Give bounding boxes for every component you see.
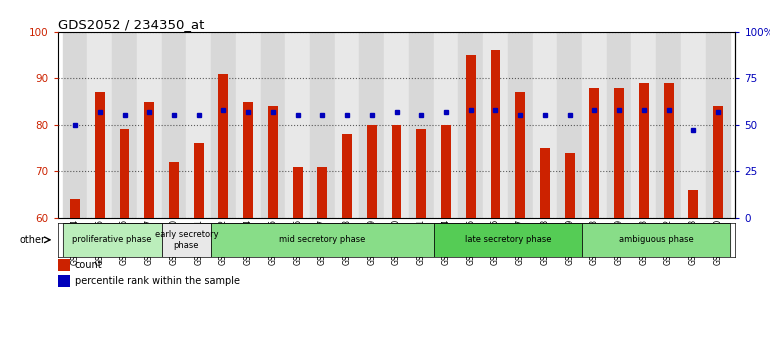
Bar	[564, 153, 574, 218]
Bar	[582, 32, 607, 218]
Bar	[681, 32, 705, 218]
Bar	[144, 102, 154, 218]
Bar	[392, 125, 401, 218]
Bar	[417, 130, 427, 218]
Bar	[137, 32, 162, 218]
Text: ambiguous phase: ambiguous phase	[619, 235, 694, 244]
Bar	[194, 143, 203, 218]
Bar	[62, 223, 88, 257]
Bar	[310, 223, 335, 257]
Bar	[434, 223, 582, 257]
Bar	[162, 223, 186, 257]
Bar	[236, 223, 260, 257]
Bar	[590, 87, 599, 218]
Text: other: other	[19, 235, 45, 245]
Text: mid secretory phase: mid secretory phase	[280, 235, 366, 244]
Bar	[285, 223, 310, 257]
Bar	[162, 223, 211, 257]
Bar	[490, 50, 500, 218]
Bar	[310, 32, 335, 218]
Text: count: count	[75, 260, 102, 270]
Bar	[705, 223, 731, 257]
Bar	[614, 87, 624, 218]
Bar	[434, 223, 458, 257]
Bar	[293, 167, 303, 218]
Bar	[409, 223, 434, 257]
Bar	[236, 32, 260, 218]
Bar	[713, 106, 723, 218]
Bar	[441, 125, 451, 218]
Bar	[360, 32, 384, 218]
Bar	[211, 223, 434, 257]
Bar	[137, 223, 162, 257]
Bar	[631, 32, 656, 218]
Bar	[335, 32, 360, 218]
Bar	[186, 223, 211, 257]
Bar	[360, 223, 384, 257]
Bar	[557, 223, 582, 257]
Text: early secretory
phase: early secretory phase	[155, 230, 218, 250]
Bar	[681, 223, 705, 257]
Bar	[582, 223, 731, 257]
Bar	[483, 223, 508, 257]
Bar	[317, 167, 327, 218]
Bar	[119, 130, 129, 218]
Bar	[58, 275, 70, 287]
Bar	[409, 32, 434, 218]
Bar	[186, 32, 211, 218]
Bar	[533, 32, 557, 218]
Text: percentile rank within the sample: percentile rank within the sample	[75, 276, 239, 286]
Bar	[607, 32, 631, 218]
Bar	[88, 223, 112, 257]
Bar	[112, 32, 137, 218]
Bar	[466, 55, 476, 218]
Bar	[434, 32, 458, 218]
Bar	[483, 32, 508, 218]
Bar	[607, 223, 631, 257]
Bar	[533, 223, 557, 257]
Bar	[557, 32, 582, 218]
Bar	[367, 125, 377, 218]
Bar	[285, 32, 310, 218]
Bar	[211, 32, 236, 218]
Bar	[458, 223, 483, 257]
Bar	[62, 223, 162, 257]
Bar	[62, 32, 88, 218]
Bar	[169, 162, 179, 218]
Bar	[95, 92, 105, 218]
Bar	[88, 32, 112, 218]
Bar	[335, 223, 360, 257]
Bar	[70, 199, 80, 218]
Bar	[515, 92, 525, 218]
Bar	[260, 223, 285, 257]
Bar	[243, 102, 253, 218]
Bar	[384, 32, 409, 218]
Text: GDS2052 / 234350_at: GDS2052 / 234350_at	[58, 18, 204, 31]
Bar	[342, 134, 352, 218]
Bar	[219, 74, 229, 218]
Bar	[508, 223, 533, 257]
Text: late secretory phase: late secretory phase	[464, 235, 551, 244]
Text: proliferative phase: proliferative phase	[72, 235, 152, 244]
Bar	[211, 223, 236, 257]
Bar	[508, 32, 533, 218]
Bar	[58, 259, 70, 271]
Bar	[656, 223, 681, 257]
Bar	[582, 223, 607, 257]
Bar	[162, 32, 186, 218]
Bar	[260, 32, 285, 218]
Bar	[639, 83, 649, 218]
Bar	[540, 148, 550, 218]
Bar	[631, 223, 656, 257]
Bar	[458, 32, 483, 218]
Bar	[656, 32, 681, 218]
Bar	[112, 223, 137, 257]
Bar	[268, 106, 278, 218]
Bar	[705, 32, 731, 218]
Bar	[688, 190, 698, 218]
Bar	[664, 83, 674, 218]
Bar	[384, 223, 409, 257]
